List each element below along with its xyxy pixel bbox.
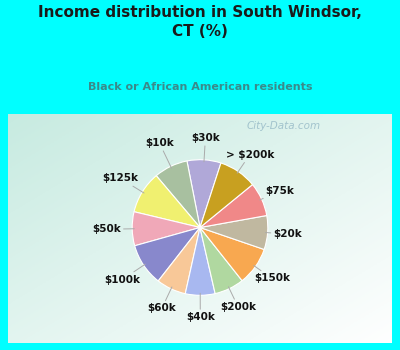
Wedge shape <box>200 228 242 294</box>
Wedge shape <box>156 161 200 228</box>
Wedge shape <box>200 184 267 228</box>
Wedge shape <box>158 228 200 294</box>
Text: $75k: $75k <box>260 186 294 200</box>
Wedge shape <box>200 228 264 281</box>
Text: $20k: $20k <box>266 229 302 239</box>
Text: $60k: $60k <box>148 287 176 314</box>
Text: $10k: $10k <box>145 138 174 168</box>
Text: $30k: $30k <box>191 133 220 162</box>
Wedge shape <box>132 212 200 246</box>
Text: $100k: $100k <box>104 264 145 285</box>
Text: City-Data.com: City-Data.com <box>246 121 320 131</box>
Text: $125k: $125k <box>102 173 144 193</box>
Text: Black or African American residents: Black or African American residents <box>88 82 312 92</box>
Text: $200k: $200k <box>220 287 256 312</box>
Wedge shape <box>187 160 221 228</box>
Wedge shape <box>200 216 268 250</box>
Wedge shape <box>134 176 200 228</box>
Text: $150k: $150k <box>254 266 290 284</box>
Text: $40k: $40k <box>186 293 215 322</box>
Wedge shape <box>200 163 252 228</box>
Text: > $200k: > $200k <box>226 150 274 173</box>
Wedge shape <box>135 228 200 281</box>
Text: Income distribution in South Windsor,
CT (%): Income distribution in South Windsor, CT… <box>38 5 362 39</box>
Wedge shape <box>185 228 215 295</box>
Text: $50k: $50k <box>92 224 134 234</box>
